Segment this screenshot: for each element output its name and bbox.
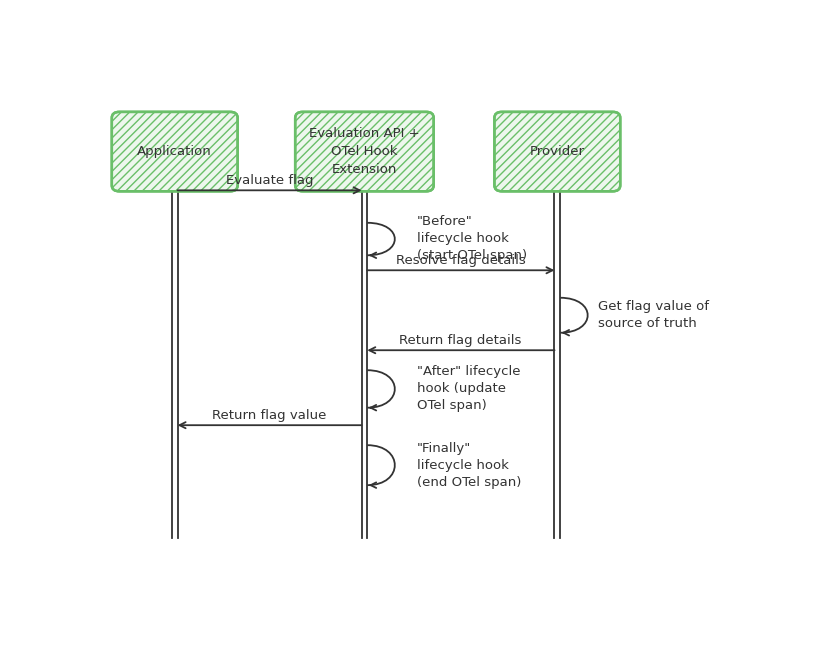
Text: Evaluate flag: Evaluate flag — [226, 174, 313, 187]
Text: Resolve flag details: Resolve flag details — [396, 254, 526, 267]
Text: Application: Application — [137, 145, 212, 158]
FancyBboxPatch shape — [112, 112, 237, 191]
FancyBboxPatch shape — [295, 112, 433, 191]
Text: Get flag value of
source of truth: Get flag value of source of truth — [598, 300, 709, 330]
Text: Evaluation API +
OTel Hook
Extension: Evaluation API + OTel Hook Extension — [309, 127, 419, 176]
Text: "Before"
lifecycle hook
(start OTel span): "Before" lifecycle hook (start OTel span… — [417, 215, 527, 262]
Text: "Finally"
lifecycle hook
(end OTel span): "Finally" lifecycle hook (end OTel span) — [417, 442, 521, 489]
Text: Return flag value: Return flag value — [212, 409, 326, 422]
FancyBboxPatch shape — [494, 112, 620, 191]
Text: "After" lifecycle
hook (update
OTel span): "After" lifecycle hook (update OTel span… — [417, 365, 521, 412]
Text: Provider: Provider — [530, 145, 585, 158]
Text: Return flag details: Return flag details — [399, 334, 521, 347]
